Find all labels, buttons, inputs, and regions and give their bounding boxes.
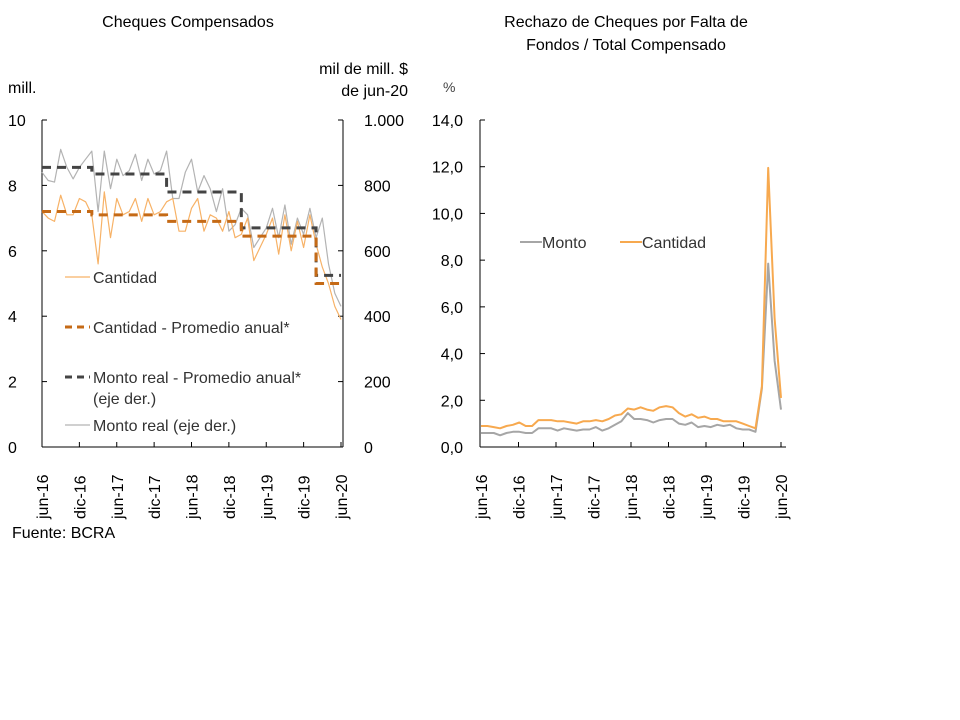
x-tick-label: jun-19 (699, 474, 716, 520)
y-tick-label: 8,0 (441, 253, 463, 270)
left-chart-title: Cheques Compensados (102, 14, 274, 31)
right-y-tick-label: 1.000 (364, 113, 404, 130)
x-tick-label: jun-17 (549, 474, 566, 520)
x-tick-label: dic-17 (147, 475, 164, 519)
legend-cantidad-label: Cantidad (642, 235, 706, 252)
x-tick-label: dic-19 (737, 475, 754, 519)
source-note: Fuente: BCRA (12, 525, 115, 542)
x-tick-label: jun-20 (334, 474, 351, 520)
x-tick-label: jun-19 (259, 474, 276, 520)
y-tick-label: 14,0 (432, 113, 463, 130)
left-y-tick-label: 10 (8, 113, 26, 130)
legend-monto-real-label: Monto real (eje der.) (93, 418, 236, 435)
right-chart-title-line2: Fondos / Total Compensado (526, 37, 726, 54)
right-y-tick-label: 200 (364, 375, 391, 392)
x-tick-label: dic-18 (222, 475, 239, 519)
monto-line (481, 262, 782, 437)
y-tick-label: 12,0 (432, 160, 463, 177)
left-y-axis-label: mill. (8, 80, 36, 97)
legend-cantidad-promedio-label: Cantidad - Promedio anual* (93, 320, 290, 337)
percent-axis-label: % (443, 79, 455, 95)
x-tick-label: jun-16 (35, 474, 52, 520)
legend-monto-promedio-label: Monto real - Promedio anual* (93, 370, 301, 387)
x-tick-label: dic-18 (662, 475, 679, 519)
cantidad-line (481, 166, 782, 430)
x-tick-label: jun-18 (624, 474, 641, 520)
x-tick-label: jun-20 (774, 474, 791, 520)
right-plot-area: 0,0 2,0 4,0 6,0 8,0 10,0 12,0 14,0 jun-16 dic-16 j… (432, 113, 791, 520)
y-tick-label: 10,0 (432, 206, 463, 223)
left-y-tick-label: 4 (8, 309, 17, 326)
x-tick-label: dic-19 (297, 475, 314, 519)
right-y-tick-label: 0 (364, 440, 373, 457)
x-tick-label: jun-17 (110, 474, 127, 520)
y-tick-label: 4,0 (441, 347, 463, 364)
y-tick-label: 6,0 (441, 300, 463, 317)
x-tick-label: jun-16 (474, 474, 491, 520)
x-tick-label: dic-16 (72, 475, 89, 519)
left-y-tick-label: 0 (8, 440, 17, 457)
cantidad-annual-average-line (42, 210, 341, 285)
left-plot-area: 0 2 4 6 8 10 0 200 400 600 800 1.000 jun-16 dic-16 jun… (8, 113, 404, 520)
right-y-axis-label-line2: de jun-20 (341, 83, 408, 100)
legend-monto-label: Monto (542, 235, 587, 252)
x-tick-label: dic-17 (587, 475, 604, 519)
right-y-tick-label: 600 (364, 244, 391, 261)
right-y-tick-label: 400 (364, 309, 391, 326)
monto-real-line (41, 148, 342, 307)
x-tick-label: jun-18 (185, 474, 202, 520)
right-y-tick-label: 800 (364, 178, 391, 195)
right-chart-title-line1: Rechazo de Cheques por Falta de (504, 14, 748, 31)
y-tick-label: 0,0 (441, 440, 463, 457)
x-tick-label: dic-16 (512, 475, 529, 519)
y-tick-label: 2,0 (441, 393, 463, 410)
cantidad-line (41, 191, 342, 320)
left-y-tick-label: 8 (8, 178, 17, 195)
monto-real-annual-average-line (42, 165, 341, 277)
legend-monto-promedio-label-2: (eje der.) (93, 391, 156, 408)
legend-cantidad-label: Cantidad (93, 270, 157, 287)
right-y-axis-label-line1: mil de mill. $ (319, 61, 408, 78)
left-y-tick-label: 6 (8, 244, 17, 261)
left-y-tick-label: 2 (8, 375, 17, 392)
